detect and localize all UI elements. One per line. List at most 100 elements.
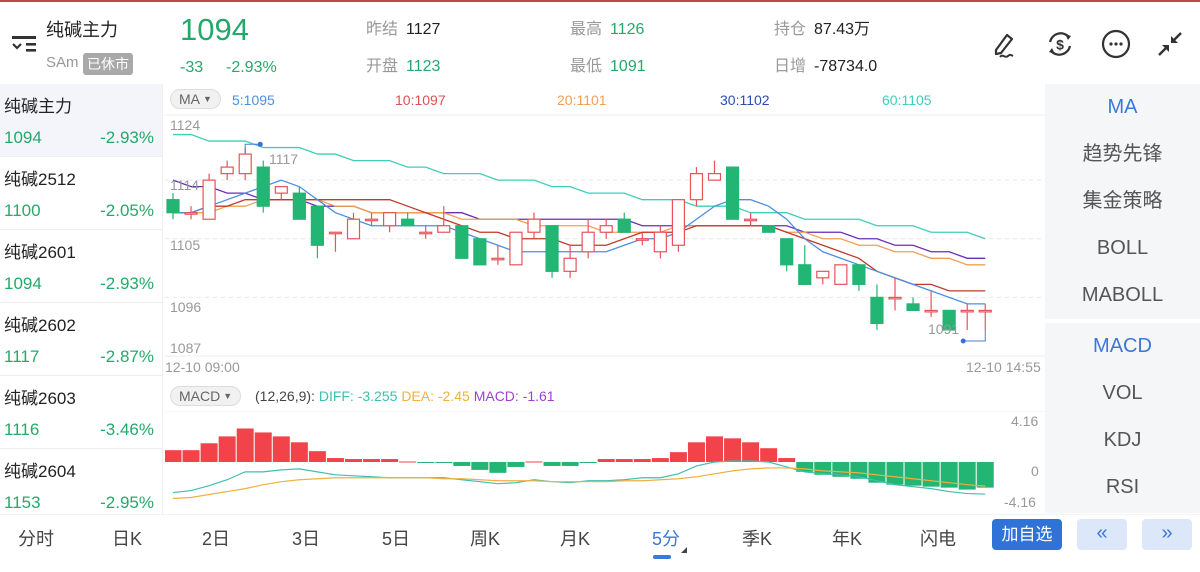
- indicator-rsi[interactable]: RSI: [1105, 476, 1140, 498]
- indicator-maboll[interactable]: MABOLL: [1081, 284, 1164, 306]
- currency-exchange-icon[interactable]: $: [1044, 28, 1076, 60]
- ma5-label: 5:1095: [232, 92, 275, 108]
- tab-weekly[interactable]: 周K: [470, 529, 501, 549]
- stat-high: 最高 1126: [570, 21, 645, 38]
- ma60-label: 60:1105: [882, 92, 932, 108]
- y-tick: 1087: [170, 340, 202, 356]
- contract-item-price: 1117: [4, 347, 40, 366]
- double-chevron-right-icon: »: [1161, 522, 1173, 544]
- indicator-vol[interactable]: VOL: [1102, 382, 1143, 404]
- contract-item-pct: -2.87%: [100, 347, 154, 366]
- y-tick: 1114: [170, 177, 200, 193]
- contract-item-price: 1100: [4, 201, 41, 220]
- active-tab-indicator: [653, 555, 671, 559]
- candlestick-chart[interactable]: [165, 113, 1045, 358]
- y-tick: 1124: [170, 117, 201, 133]
- period-tabs-bar: 分时 日K 2日 3日 5日 周K 月K 5分 季K 年K 闪电: [0, 514, 1200, 572]
- main-indicator-group: MA 趋势先锋 集金策略 BOLL MABOLL: [1045, 84, 1200, 319]
- ma10-label: 10:1097: [395, 92, 446, 108]
- contract-item-pct: -2.93%: [100, 274, 154, 293]
- tab-5day[interactable]: 5日: [382, 529, 411, 549]
- low-price-marker: 1091: [928, 321, 960, 337]
- contract-code: SAm: [46, 54, 79, 71]
- contract-item-price: 1116: [4, 420, 40, 439]
- more-options-icon[interactable]: [1100, 28, 1132, 60]
- main-indicator-dropdown[interactable]: MA ▼: [170, 89, 221, 109]
- tab-2day[interactable]: 2日: [202, 529, 231, 549]
- add-to-watchlist-button[interactable]: 加自选: [992, 519, 1062, 550]
- signature-pen-icon[interactable]: [988, 28, 1020, 60]
- stat-prev-settle: 昨结 1127: [366, 21, 441, 38]
- macd-y-tick: 0: [1031, 463, 1039, 479]
- contract-list-item[interactable]: 纯碱2603 1116 -3.46%: [0, 376, 162, 449]
- contract-item-pct: -2.93%: [100, 128, 154, 147]
- contract-item-name: 纯碱2602: [4, 316, 76, 335]
- macd-legend: (12,26,9): DIFF: -3.255 DEA: -2.45 MACD:…: [255, 388, 555, 404]
- y-tick: 1105: [170, 237, 201, 253]
- tab-daily[interactable]: 日K: [112, 529, 143, 549]
- indicator-ma[interactable]: MA: [1107, 96, 1138, 118]
- contract-item-pct: -3.46%: [100, 420, 154, 439]
- indicator-boll[interactable]: BOLL: [1096, 237, 1149, 259]
- tab-3day[interactable]: 3日: [292, 529, 321, 549]
- contract-item-price: 1094: [4, 128, 42, 147]
- indicator-gold-strategy[interactable]: 集金策略: [1082, 190, 1163, 212]
- contract-item-name: 纯碱2604: [4, 462, 76, 481]
- contract-item-pct: -2.05%: [100, 201, 154, 220]
- top-accent-bar: [0, 0, 1200, 2]
- more-periods-corner-icon: [681, 547, 687, 553]
- contract-item-name: 纯碱主力: [4, 97, 72, 116]
- price-change: -33: [180, 59, 204, 76]
- indicator-trend-pioneer[interactable]: 趋势先锋: [1082, 143, 1163, 165]
- y-tick: 1096: [170, 299, 202, 315]
- contract-list-item[interactable]: 纯碱2602 1117 -2.87%: [0, 303, 162, 376]
- stat-daily-change: 日增 -78734.0: [774, 58, 878, 75]
- sub-indicator-dropdown[interactable]: MACD ▼: [170, 386, 242, 406]
- svg-text:$: $: [1056, 37, 1064, 53]
- contract-list-menu-icon[interactable]: [12, 34, 36, 54]
- macd-chart[interactable]: [165, 411, 1045, 513]
- ma20-label: 20:1101: [557, 92, 607, 108]
- contract-item-name: 纯碱2603: [4, 389, 76, 408]
- stat-open-interest: 持仓 87.43万: [774, 21, 871, 38]
- contract-item-price: 1153: [4, 493, 41, 512]
- contract-list-item[interactable]: 纯碱2604 1153 -2.95%: [0, 449, 162, 522]
- collapse-arrows-icon[interactable]: [1154, 28, 1186, 60]
- contract-item-name: 纯碱2512: [4, 170, 76, 189]
- tab-yearly[interactable]: 年K: [832, 529, 863, 549]
- dropdown-caret-icon: ▼: [223, 391, 233, 401]
- contract-item-price: 1094: [4, 274, 42, 293]
- sub-indicator-group: MACD VOL KDJ RSI: [1045, 323, 1200, 513]
- x-start-time: 12-10 09:00: [165, 359, 240, 375]
- x-end-time: 12-10 14:55: [966, 359, 1041, 375]
- stat-open: 开盘 1123: [366, 58, 441, 75]
- high-price-marker: 1117: [269, 151, 299, 167]
- contract-list: 纯碱主力 1094 -2.93% 纯碱2512 1100 -2.05% 纯碱26…: [0, 84, 163, 514]
- tab-lightning[interactable]: 闪电: [920, 529, 956, 549]
- dropdown-caret-icon: ▼: [203, 94, 212, 104]
- contract-list-item[interactable]: 纯碱2601 1094 -2.93%: [0, 230, 162, 303]
- ma30-label: 30:1102: [720, 92, 770, 108]
- next-contract-button[interactable]: »: [1142, 519, 1192, 550]
- contract-list-item[interactable]: 纯碱2512 1100 -2.05%: [0, 157, 162, 230]
- contract-name: 纯碱主力: [46, 20, 118, 40]
- tab-monthly[interactable]: 月K: [560, 529, 591, 549]
- indicator-panel: MA 趋势先锋 集金策略 BOLL MABOLL MACD VOL KDJ RS…: [1045, 84, 1200, 514]
- prev-contract-button[interactable]: «: [1077, 519, 1127, 550]
- contract-item-name: 纯碱2601: [4, 243, 76, 262]
- tab-quarterly[interactable]: 季K: [742, 529, 773, 549]
- last-price: 1094: [180, 12, 249, 47]
- indicator-macd[interactable]: MACD: [1093, 335, 1152, 357]
- contract-item-pct: -2.95%: [100, 493, 154, 512]
- tab-5min[interactable]: 5分: [652, 525, 687, 559]
- macd-y-tick: 4.16: [1011, 413, 1039, 429]
- price-change-percent: -2.93%: [226, 59, 277, 76]
- tab-intraday[interactable]: 分时: [18, 529, 54, 549]
- indicator-kdj[interactable]: KDJ: [1103, 429, 1142, 451]
- quote-header: 纯碱主力 SAm 已休市 1094 -33 -2.93% 昨结 1127 开盘 11…: [0, 2, 1200, 84]
- macd-y-tick: -4.16: [1004, 494, 1036, 510]
- stat-low: 最低 1091: [570, 58, 646, 75]
- contract-list-item[interactable]: 纯碱主力 1094 -2.93%: [0, 84, 162, 157]
- market-status-badge: 已休市: [83, 53, 133, 75]
- double-chevron-left-icon: «: [1096, 522, 1108, 544]
